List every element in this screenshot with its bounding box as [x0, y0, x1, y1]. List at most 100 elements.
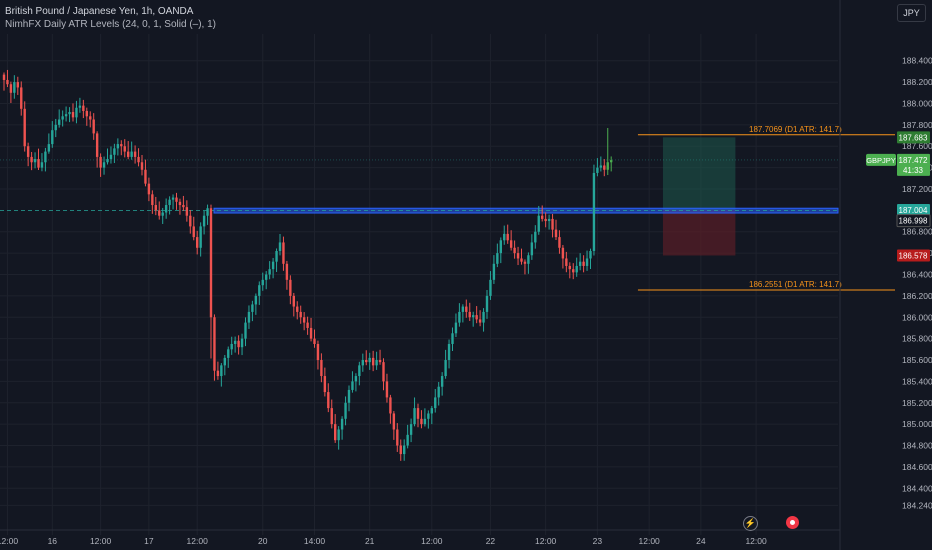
candle-body: [116, 144, 120, 149]
candle-body: [482, 311, 485, 323]
candle-body: [82, 105, 85, 111]
candle-body: [40, 162, 44, 168]
y-tick-label: 184.400: [902, 483, 932, 493]
candle-body: [558, 237, 561, 248]
price-tag-text-entry: 187.004: [899, 206, 928, 215]
candle-body: [520, 258, 523, 262]
candle-body: [71, 112, 75, 118]
target-zone: [662, 137, 736, 210]
x-tick-label: 22: [486, 536, 496, 546]
candle-body: [89, 116, 92, 120]
candle-body: [2, 74, 6, 80]
candle-body: [468, 311, 471, 318]
price-tag-text-countdown: 41:33: [903, 166, 924, 175]
candle-body: [99, 156, 102, 168]
candle-body: [33, 159, 37, 163]
candle-body: [534, 231, 537, 243]
candle-body: [385, 381, 389, 398]
y-tick-label: 188.200: [902, 77, 932, 87]
candle-body: [85, 110, 88, 117]
candle-body: [585, 258, 589, 266]
price-tag-text-target: 187.683: [899, 133, 928, 142]
candle-body: [51, 130, 54, 145]
y-tick-label: 187.200: [902, 184, 932, 194]
candle-body: [161, 212, 164, 216]
candle-body: [47, 144, 51, 152]
candle-body: [320, 360, 323, 377]
candle-body: [578, 261, 582, 266]
indicator-title: NimhFX Daily ATR Levels (24, 0, 1, Solid…: [5, 19, 216, 30]
candle-body: [378, 360, 382, 363]
candle-body: [434, 397, 437, 409]
candle-body: [527, 255, 530, 264]
candle-body: [603, 165, 606, 170]
candle-body: [13, 82, 16, 93]
candle-body: [168, 199, 171, 206]
candle-body: [399, 445, 402, 455]
record-icon[interactable]: [786, 516, 799, 529]
candle-body: [175, 197, 178, 202]
candle-body: [278, 242, 282, 251]
candle-body: [347, 389, 351, 403]
candle-body: [78, 105, 82, 108]
candle-body: [606, 162, 609, 170]
candle-body: [216, 370, 220, 377]
y-tick-label: 184.800: [902, 441, 932, 451]
candle-body: [30, 156, 33, 163]
price-tag-stop: [897, 249, 930, 262]
x-tick-label: 17: [144, 536, 154, 546]
candle-body: [499, 240, 502, 254]
candle-body: [485, 295, 489, 312]
candle-body: [478, 319, 482, 323]
candle-body: [64, 114, 68, 117]
candle-body: [209, 208, 213, 318]
candle-body: [164, 205, 168, 213]
price-tag-text-zone: 186.998: [899, 217, 928, 226]
candle-body: [337, 429, 340, 441]
candle-body: [547, 218, 551, 222]
candle-body: [133, 151, 137, 157]
candle-body: [610, 160, 613, 163]
candle-body: [316, 343, 320, 361]
lightning-icon[interactable]: ⚡: [743, 516, 758, 531]
candle-body: [154, 205, 157, 211]
candle-body: [37, 159, 40, 168]
candle-body: [530, 242, 534, 256]
y-tick-label: 187.800: [902, 120, 932, 130]
symbol-price-tag: [866, 153, 896, 166]
x-tick-label: 12:00: [745, 536, 767, 546]
candle-body: [109, 154, 113, 160]
candle-body: [403, 445, 406, 455]
candle-body: [465, 306, 468, 312]
candle-body: [589, 250, 592, 259]
candle-body: [144, 169, 147, 184]
candle-body: [368, 357, 371, 363]
candle-body: [444, 360, 447, 377]
y-tick-label: 188.000: [902, 98, 932, 108]
y-tick-label: 185.800: [902, 334, 932, 344]
atr-level-label: 186.2551 (D1 ATR: 141.7): [749, 280, 842, 289]
currency-badge[interactable]: JPY: [897, 4, 926, 22]
candle-body: [113, 148, 116, 155]
candle-body: [178, 201, 182, 206]
x-tick-label: 12:00: [639, 536, 661, 546]
candle-body: [254, 295, 258, 305]
candle-body: [309, 327, 313, 339]
price-tag-countdown: [897, 163, 930, 176]
y-tick-label: 185.200: [902, 398, 932, 408]
price-tag-text-last: 187.472: [899, 156, 928, 165]
candle-body: [206, 208, 209, 216]
x-tick-label: 12:00: [421, 536, 443, 546]
candle-body: [182, 205, 185, 208]
x-tick-label: 12:00: [535, 536, 557, 546]
candle-body: [258, 285, 261, 296]
candle-body: [261, 279, 264, 286]
atr-level-label: 187.7069 (D1 ATR: 141.7): [749, 125, 842, 134]
y-tick-label: 185.000: [902, 419, 932, 429]
candle-body: [285, 263, 289, 280]
candle-body: [409, 424, 413, 435]
candle-body: [327, 392, 330, 409]
y-tick-label: 185.400: [902, 376, 932, 386]
candle-body: [541, 215, 544, 219]
